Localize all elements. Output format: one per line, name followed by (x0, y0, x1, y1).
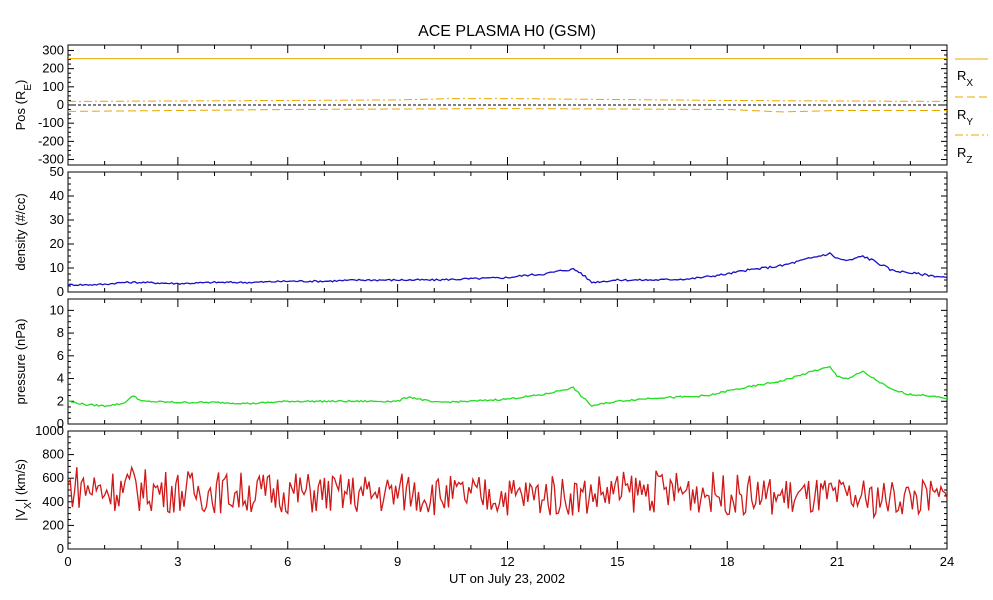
y-tick-label-pressure: 0 (57, 416, 64, 431)
panel-frame-pressure (67, 298, 948, 425)
y-tick-label-density: 40 (50, 188, 64, 203)
y-tick-label-pos: 300 (42, 42, 64, 57)
legend-label-1: RY (957, 107, 973, 128)
legend-label-0: RX (957, 68, 973, 89)
x-tick-label: 15 (610, 554, 624, 569)
y-tick-label-pos: -100 (38, 115, 64, 130)
y-tick-label-density: 50 (50, 164, 64, 179)
y-axis-label-vx: |VX| (km/s) (13, 459, 34, 521)
y-tick-label-pressure: 2 (57, 393, 64, 408)
y-tick-label-pos: -200 (38, 133, 64, 148)
x-tick-label: 12 (500, 554, 514, 569)
y-tick-label-vx: 600 (42, 470, 64, 485)
legend-label-2: RZ (957, 145, 973, 166)
y-tick-label-vx: 0 (57, 541, 64, 556)
x-tick-label: 0 (64, 554, 71, 569)
y-axis-label-pressure: pressure (nPa) (13, 319, 28, 405)
x-tick-label: 18 (720, 554, 734, 569)
y-tick-label-density: 10 (50, 260, 64, 275)
y-tick-label-pressure: 10 (50, 302, 64, 317)
chart-title: ACE PLASMA H0 (GSM) (418, 23, 596, 40)
series-line-pos-2 (67, 98, 948, 102)
panel-frame-density (67, 171, 948, 293)
y-tick-label-vx: 200 (42, 517, 64, 532)
y-tick-label-density: 0 (57, 284, 64, 299)
panel-vx: 1000 800 600 400 200 0 |VX| (km/s) (13, 423, 948, 556)
series-line-pos-1 (67, 108, 947, 113)
y-axis-label-density: density (#/cc) (13, 193, 28, 270)
y-axis-label-pos: Pos (RE) (13, 80, 34, 131)
x-tick-label: 3 (174, 554, 181, 569)
y-tick-label-pos: -300 (38, 152, 64, 167)
y-tick-label-pos: 100 (42, 79, 64, 94)
y-tick-label-pressure: 4 (57, 371, 64, 386)
panel-pressure: 10 8 6 4 2 0 pressure (nPa) (13, 298, 948, 431)
x-tick-label: 24 (940, 554, 954, 569)
series-line-pressure-0 (67, 365, 948, 408)
panel-density: 50 40 30 20 10 0 density (#/cc) (13, 164, 948, 299)
series-line-vx-0 (67, 464, 948, 520)
x-tick-label: 21 (830, 554, 844, 569)
y-tick-label-pos: 200 (42, 61, 64, 76)
series-line-density-0 (67, 251, 948, 287)
y-tick-label-vx: 1000 (35, 423, 64, 438)
x-axis-label: UT on July 23, 2002 (449, 571, 565, 586)
x-tick-label: 6 (284, 554, 291, 569)
y-tick-label-density: 20 (50, 236, 64, 251)
y-tick-label-pos: 0 (57, 97, 64, 112)
y-tick-label-vx: 400 (42, 494, 64, 509)
x-tick-label: 9 (394, 554, 401, 569)
panel-pos: 300 200 100 0 -100 -200 -300 Pos (RE) RX RY RZ (13, 42, 988, 167)
y-tick-label-pressure: 6 (57, 348, 64, 363)
y-tick-label-density: 30 (50, 212, 64, 227)
y-tick-label-vx: 800 (42, 447, 64, 462)
y-tick-label-pressure: 8 (57, 325, 64, 340)
